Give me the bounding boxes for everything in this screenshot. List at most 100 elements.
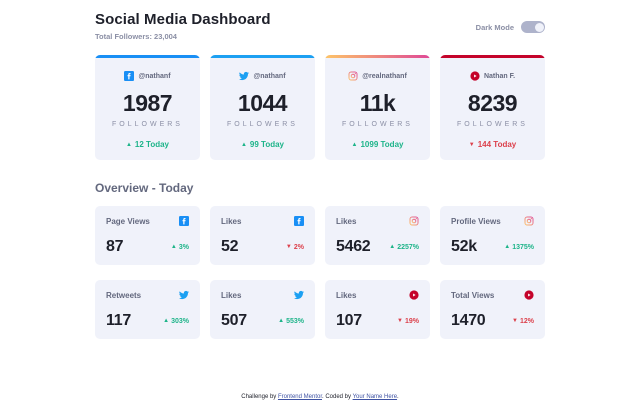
overview-heading: Overview - Today — [95, 181, 194, 195]
up-arrow-icon: ▲ — [278, 318, 285, 324]
instagram-icon — [409, 216, 419, 226]
overview-card-likes-facebook: Likes 52 ▼ 2% — [210, 206, 315, 265]
down-arrow-icon: ▼ — [512, 318, 518, 324]
daily-change-text: 12 Today — [134, 140, 170, 149]
up-arrow-icon: ▲ — [504, 244, 511, 250]
overview-card-retweets-twitter: Retweets 117 ▲ 303% — [95, 280, 200, 339]
metric-label: Likes — [336, 216, 357, 226]
metric-value: 507 — [221, 312, 247, 329]
metric-label: Total Views — [451, 290, 495, 300]
attribution: Challenge by Frontend Mentor. Coded by Y… — [0, 394, 640, 400]
metric-change-text: 19% — [404, 317, 419, 325]
daily-change-text: 1099 Today — [360, 140, 404, 149]
overview-card-likes-twitter: Likes 507 ▲ 553% — [210, 280, 315, 339]
accent-bar — [325, 55, 430, 58]
follower-count-label: FOLLOWERS — [112, 121, 183, 128]
metric-change-text: 3% — [178, 243, 189, 251]
daily-change: ▼ 144 Today — [440, 140, 545, 149]
attribution-prefix: Challenge by — [241, 394, 278, 400]
account-handle: @realnathanf — [362, 72, 407, 80]
author-link[interactable]: Your Name Here — [352, 394, 398, 400]
header: Social Media Dashboard Total Followers: … — [95, 11, 545, 41]
up-arrow-icon: ▲ — [240, 141, 247, 148]
follower-cards: @nathanf 1987 FOLLOWERS ▲ 12 Today @nath… — [95, 55, 545, 160]
twitter-icon — [239, 71, 250, 81]
daily-change: ▲ 99 Today — [210, 140, 315, 149]
daily-change-text: 99 Today — [249, 140, 285, 149]
toggle-knob-icon — [534, 22, 544, 32]
account-handle: @nathanf — [253, 72, 286, 80]
dark-mode-control: Dark Mode — [476, 21, 545, 33]
follower-count-label: FOLLOWERS — [342, 121, 413, 128]
metric-label: Likes — [221, 290, 242, 300]
attribution-middle: . Coded by — [322, 394, 353, 400]
metric-change: ▲ 2257% — [389, 244, 419, 251]
overview-card-page-views-facebook: Page Views 87 ▲ 3% — [95, 206, 200, 265]
up-arrow-icon: ▲ — [125, 141, 132, 148]
metric-value: 52 — [221, 238, 239, 255]
frontend-mentor-link[interactable]: Frontend Mentor — [277, 394, 322, 400]
up-arrow-icon: ▲ — [351, 141, 358, 148]
up-arrow-icon: ▲ — [170, 244, 177, 250]
daily-change-text: 144 Today — [477, 140, 517, 149]
down-arrow-icon: ▼ — [285, 244, 292, 250]
total-followers: Total Followers: 23,004 — [95, 32, 177, 41]
follower-count: 1044 — [237, 90, 288, 116]
metric-change-text: 1375% — [512, 243, 534, 251]
overview-card-likes-instagram: Likes 5462 ▲ 2257% — [325, 206, 430, 265]
account-handle: @nathanf — [138, 72, 171, 80]
metric-change: ▼ 12% — [512, 318, 534, 325]
metric-label: Retweets — [106, 290, 142, 300]
accent-bar — [210, 55, 315, 58]
metric-value: 1470 — [451, 312, 486, 329]
metric-value: 5462 — [336, 238, 371, 255]
facebook-icon — [124, 71, 135, 81]
up-arrow-icon: ▲ — [389, 244, 396, 250]
attribution-suffix: . — [397, 394, 399, 400]
metric-change-text: 553% — [286, 317, 304, 325]
metric-label: Page Views — [106, 216, 150, 226]
youtube-icon — [524, 290, 534, 300]
twitter-icon — [294, 290, 304, 300]
metric-change-text: 12% — [519, 317, 534, 325]
page-title: Social Media Dashboard — [95, 11, 271, 28]
metric-change-text: 2257% — [397, 243, 419, 251]
dashboard: Social Media Dashboard Total Followers: … — [95, 0, 545, 339]
metric-label: Profile Views — [451, 216, 501, 226]
overview-card-profile-views-instagram: Profile Views 52k ▲ 1375% — [440, 206, 545, 265]
follower-count: 11k — [359, 90, 396, 116]
follower-card-youtube: Nathan F. 8239 FOLLOWERS ▼ 144 Today — [440, 55, 545, 160]
daily-change: ▲ 1099 Today — [325, 140, 430, 149]
follower-count-label: FOLLOWERS — [227, 121, 298, 128]
metric-change: ▲ 1375% — [504, 244, 534, 251]
accent-bar — [440, 55, 545, 58]
metric-change: ▲ 3% — [171, 244, 189, 251]
metric-change: ▼ 2% — [286, 244, 304, 251]
metric-label: Likes — [336, 290, 357, 300]
metric-value: 117 — [106, 312, 131, 329]
twitter-icon — [179, 290, 189, 300]
overview-cards: Page Views 87 ▲ 3% Likes 52 ▼ 2% Likes — [95, 206, 545, 339]
metric-change: ▲ 303% — [163, 318, 189, 325]
instagram-icon — [348, 71, 358, 81]
metric-change: ▲ 553% — [278, 318, 304, 325]
follower-count-label: FOLLOWERS — [457, 121, 528, 128]
accent-bar — [95, 55, 200, 58]
metric-change-text: 303% — [171, 317, 189, 325]
header-left: Social Media Dashboard Total Followers: … — [95, 11, 271, 41]
follower-count: 8239 — [467, 90, 518, 116]
overview-card-total-views-youtube: Total Views 1470 ▼ 12% — [440, 280, 545, 339]
up-arrow-icon: ▲ — [163, 318, 170, 324]
youtube-icon — [409, 290, 419, 300]
metric-value: 87 — [106, 238, 124, 255]
metric-label: Likes — [221, 216, 242, 226]
metric-value: 52k — [451, 238, 477, 255]
daily-change: ▲ 12 Today — [95, 140, 200, 149]
down-arrow-icon: ▼ — [397, 318, 403, 324]
metric-change-text: 2% — [293, 243, 304, 251]
dark-mode-label: Dark Mode — [475, 22, 514, 32]
metric-change: ▼ 19% — [397, 318, 419, 325]
dark-mode-toggle[interactable] — [521, 21, 545, 33]
youtube-icon — [470, 71, 480, 81]
facebook-icon — [294, 216, 304, 226]
